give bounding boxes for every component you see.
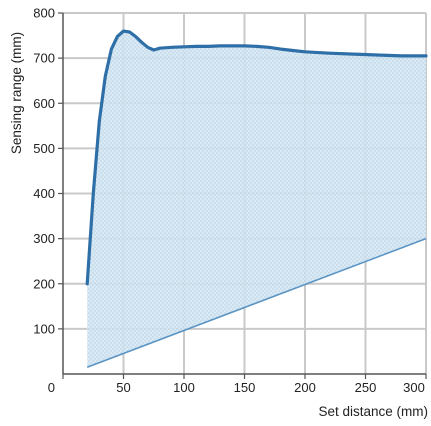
y-tick-label: 800 [33,6,55,21]
y-axis-title: Sensing range (mm) [9,32,24,154]
x-tick-label: 300 [403,380,425,395]
y-tick-label: 200 [33,276,55,291]
series-lines [85,29,428,368]
y-tick-label: 300 [33,231,55,246]
series-line-upper-boundary [85,29,428,286]
y-tick-label: 400 [33,186,55,201]
x-tick-label: 250 [355,380,377,395]
sensing-area-fill [87,31,426,368]
x-tick-label: 0 [48,380,55,395]
x-tick-label: 200 [294,380,316,395]
x-tick-label: 150 [234,380,256,395]
x-tick-label: 50 [116,380,130,395]
sensing-area [87,31,426,368]
tick-labels: 100 200 300 400 500 600 700 800 0 50 100 150 200 250 3… [33,6,425,396]
x-axis-title: Set distance (mm) [318,404,428,419]
y-tick-label: 100 [33,321,55,336]
y-tick-label: 600 [33,96,55,111]
y-tick-label: 700 [33,51,55,66]
y-tick-label: 500 [33,141,55,156]
x-tick-label: 100 [173,380,195,395]
series-line-lower-boundary [86,237,427,368]
axes [58,12,427,379]
